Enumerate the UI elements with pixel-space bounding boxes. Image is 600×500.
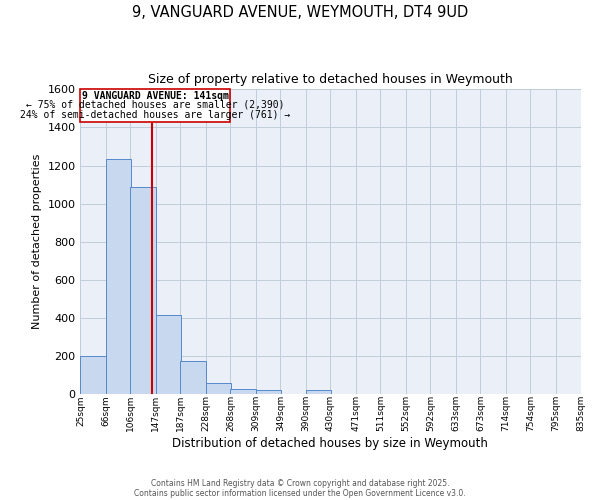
Bar (156, 315, 181, 394)
Text: 9 VANGUARD AVENUE: 141sqm: 9 VANGUARD AVENUE: 141sqm (82, 91, 229, 101)
Text: Contains HM Land Registry data © Crown copyright and database right 2025.
Contai: Contains HM Land Registry data © Crown c… (134, 479, 466, 498)
Bar (206, 383, 231, 394)
Text: ← 75% of detached houses are smaller (2,390): ← 75% of detached houses are smaller (2,… (26, 100, 284, 110)
Text: 9, VANGUARD AVENUE, WEYMOUTH, DT4 9UD: 9, VANGUARD AVENUE, WEYMOUTH, DT4 9UD (132, 5, 468, 20)
Bar (106, 159, 131, 394)
Y-axis label: Number of detached properties: Number of detached properties (32, 154, 42, 329)
Bar (80, 356, 106, 394)
FancyBboxPatch shape (80, 90, 230, 122)
Bar (130, 188, 156, 394)
Bar (256, 390, 281, 394)
Bar (181, 362, 206, 394)
Title: Size of property relative to detached houses in Weymouth: Size of property relative to detached ho… (148, 72, 513, 86)
Bar (230, 389, 256, 394)
Text: 24% of semi-detached houses are larger (761) →: 24% of semi-detached houses are larger (… (20, 110, 290, 120)
X-axis label: Distribution of detached houses by size in Weymouth: Distribution of detached houses by size … (173, 437, 488, 450)
Bar (306, 390, 331, 394)
